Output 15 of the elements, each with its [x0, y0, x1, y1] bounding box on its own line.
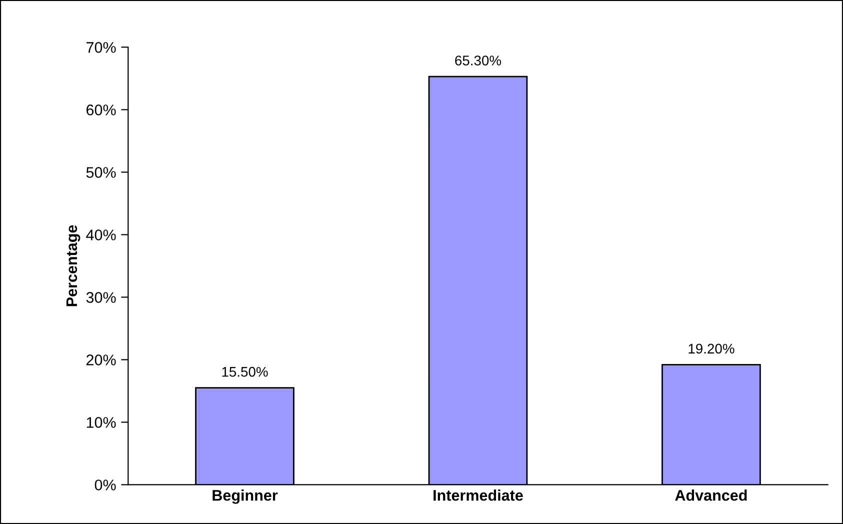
y-tick-label: 20% [86, 354, 116, 366]
y-tick-label: 10% [86, 417, 116, 428]
x-tick-label: Intermediate [434, 490, 523, 501]
data-label: 19.20% [688, 344, 734, 354]
data-label: 15.50% [222, 366, 268, 377]
y-tick-label: 50% [86, 167, 116, 178]
y-tick-label: 0% [94, 480, 116, 490]
y-tick-label: 70% [86, 42, 116, 53]
x-tick-label: Beginner [212, 490, 278, 504]
y-tick-label: 30% [86, 292, 116, 303]
x-tick-label: Advanced [675, 490, 747, 501]
data-label: 65.30% [455, 56, 502, 66]
y-axis-title: Percentage [66, 225, 80, 306]
y-tick-label: 60% [86, 104, 116, 116]
y-tick-label: 40% [86, 230, 116, 240]
